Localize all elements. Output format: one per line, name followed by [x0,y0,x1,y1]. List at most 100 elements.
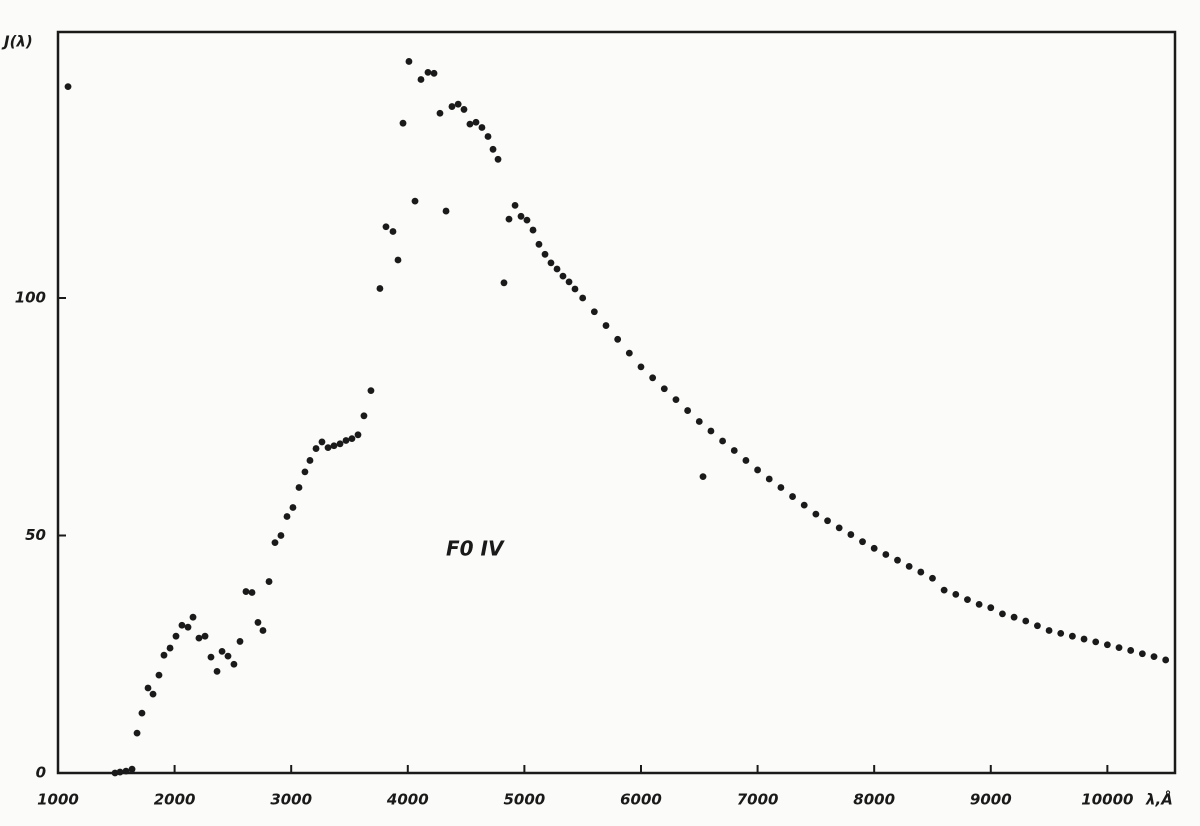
data-point [707,427,715,435]
data-point [330,442,338,450]
data-point [835,524,843,532]
data-point [789,493,796,500]
data-point [454,100,462,108]
data-point [184,623,192,631]
data-point [500,279,508,287]
data-point [1010,613,1018,621]
data-point [1057,629,1065,637]
data-point [511,201,519,209]
data-point [342,437,350,444]
data-point [547,259,555,267]
data-point [1022,617,1030,625]
data-point [1150,653,1158,661]
data-point [295,484,303,491]
data-point [824,517,831,525]
data-point [905,562,913,570]
data-point [230,660,238,668]
data-point [236,638,244,645]
data-point [590,308,598,316]
data-point [719,437,727,445]
data-point [248,589,256,596]
data-point [777,484,785,491]
annotation: F0 IV [446,537,505,561]
data-point [405,58,413,65]
data-point [1115,644,1123,651]
data-point [565,278,573,286]
data-point [376,285,384,292]
data-point [178,621,186,629]
data-point [160,651,168,659]
data-point [172,632,180,640]
data-point [929,574,936,582]
data-point [1092,638,1100,646]
data-point [523,216,531,224]
data-point [894,556,901,564]
data-point [637,363,645,371]
data-point [964,596,971,604]
data-point [195,634,203,642]
data-point [166,644,174,652]
data-point [917,568,925,576]
data-point [1068,632,1076,640]
data-point [460,106,468,113]
plot-frame [56,30,1177,775]
x-tick-label: 8000 [853,791,895,809]
data-point [1080,635,1088,643]
data-point [559,272,567,280]
data-point [730,447,738,454]
data-point [975,600,983,608]
data-point [489,145,497,153]
data-point [289,504,297,511]
data-point [535,240,543,248]
data-point [128,765,136,773]
x-tick-label: 10000 [1081,791,1133,809]
data-point [389,228,397,235]
y-tick-label: 50 [25,526,46,544]
data-point [571,285,579,293]
data-point [882,551,890,558]
data-point [271,539,279,547]
data-point [354,431,362,439]
data-point [742,457,750,464]
data-point [138,709,146,717]
data-point [116,768,124,776]
data-point [940,586,948,594]
data-point [553,265,561,273]
x-axis-label: λ,Å [1145,790,1173,809]
data-point [987,604,995,612]
data-point [484,133,492,140]
x-tick-label: 3000 [270,791,312,809]
data-point [472,118,480,126]
data-point [64,83,72,91]
data-point [625,349,633,357]
x-tick-label: 5000 [504,791,546,809]
data-point [367,387,375,395]
data-point [254,619,262,626]
data-point [672,396,680,404]
data-point [541,250,549,258]
data-point [1162,656,1170,664]
data-point [424,68,432,76]
data-point [1103,641,1111,649]
data-point [318,438,326,446]
data-point [348,435,356,442]
data-point [478,124,486,131]
data-point [529,226,537,234]
data-point [133,729,141,737]
x-tick-label: 7000 [737,791,779,809]
data-point [870,544,878,552]
data-point [283,513,291,520]
x-tick-label: 1000 [37,791,79,809]
data-point [579,294,587,302]
data-point [602,322,610,329]
data-point [699,473,707,480]
data-point [1138,650,1146,658]
x-tick-label: 2000 [154,791,196,809]
data-point [218,648,226,655]
y-axis-label: J(λ) [1,33,33,51]
data-point [1045,627,1053,634]
data-point [224,652,232,660]
data-point [394,256,402,264]
data-point [800,501,808,509]
data-point [201,632,209,640]
